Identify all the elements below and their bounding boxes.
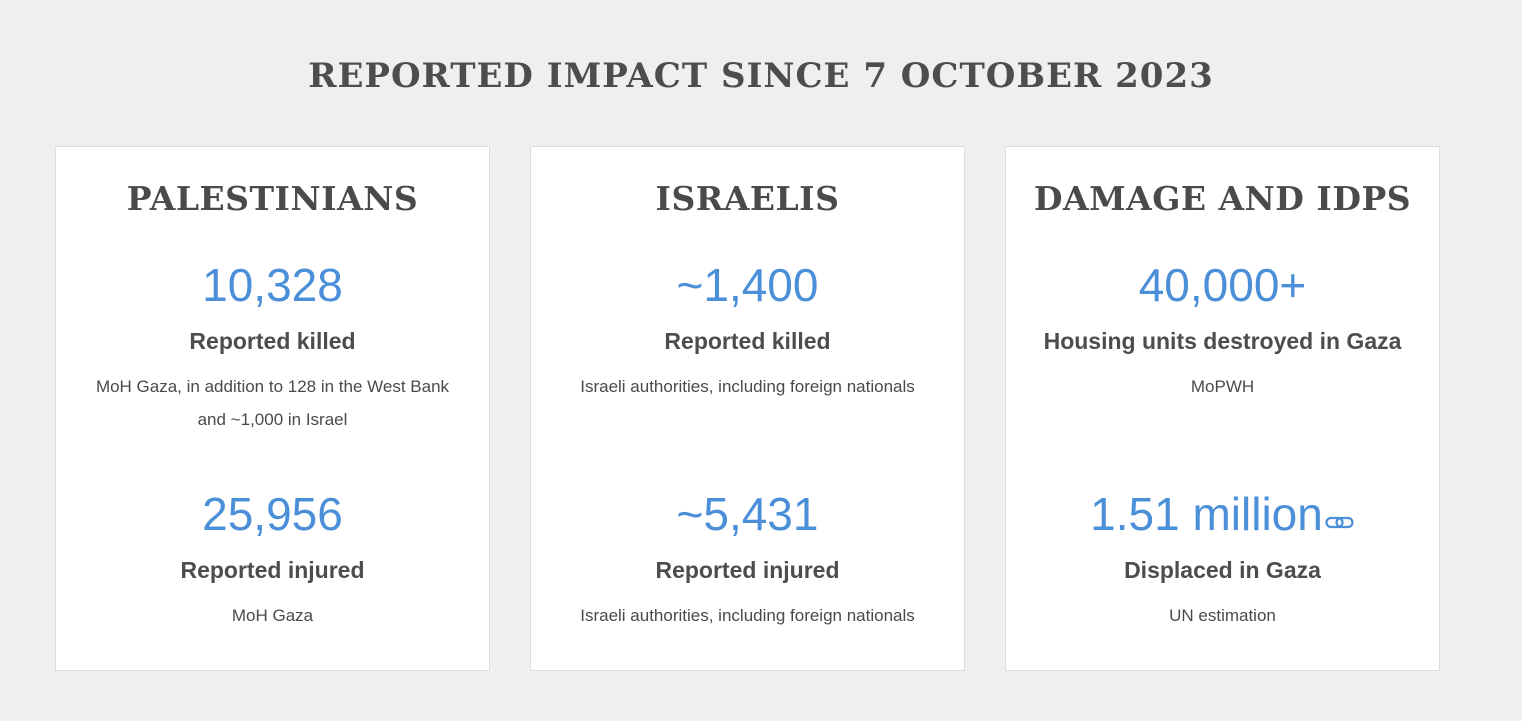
stat-label: Displaced in Gaza [1124, 557, 1321, 583]
stat-killed: ~1,400 Reported killed Israeli authoriti… [531, 255, 964, 403]
card-heading: ISRAELIS [655, 179, 840, 218]
stat-injured: 25,956 Reported injured MoH Gaza [56, 484, 489, 632]
stat-label: Reported killed [664, 328, 831, 354]
card-damage-and-idps: DAMAGE AND IDPS 40,000+ Housing units de… [1005, 146, 1440, 671]
stat-source: Israeli authorities, including foreign n… [580, 606, 915, 625]
stat-value: 25,956 [202, 488, 343, 540]
stat-label: Reported killed [189, 328, 356, 354]
card-palestinians: PALESTINIANS 10,328 Reported killed MoH … [55, 146, 490, 671]
page-title: REPORTED IMPACT SINCE 7 OCTOBER 2023 [308, 56, 1214, 96]
stat-housing-destroyed: 40,000+ Housing units destroyed in Gaza … [1006, 255, 1439, 403]
stat-label: Housing units destroyed in Gaza [1043, 328, 1402, 354]
stat-value: 1.51 million [1090, 488, 1323, 540]
link-icon[interactable] [1325, 484, 1355, 544]
stat-source: UN estimation [1169, 606, 1276, 625]
stat-source: Israeli authorities, including foreign n… [580, 377, 915, 396]
stat-value: 40,000+ [1138, 259, 1307, 311]
stat-displaced: 1.51 million Displaced in Gaza UN estima… [1006, 484, 1439, 632]
stat-value: 10,328 [202, 259, 343, 311]
stat-injured: ~5,431 Reported injured Israeli authorit… [531, 484, 964, 632]
stat-source: MoH Gaza [231, 606, 314, 625]
stat-source: MoPWH [1190, 377, 1255, 396]
stat-source: MoH Gaza, in addition to 128 in the West… [95, 377, 450, 429]
stat-value: ~5,431 [676, 488, 819, 540]
card-israelis: ISRAELIS ~1,400 Reported killed Israeli … [530, 146, 965, 671]
stat-value-wrap: 1.51 million [1006, 484, 1439, 544]
stat-label: Reported injured [180, 557, 365, 583]
impact-cards: PALESTINIANS 10,328 Reported killed MoH … [55, 146, 1442, 673]
stat-killed: 10,328 Reported killed MoH Gaza, in addi… [56, 255, 489, 436]
card-heading: DAMAGE AND IDPS [1033, 179, 1412, 218]
card-heading: PALESTINIANS [126, 179, 419, 218]
stat-value: ~1,400 [676, 259, 819, 311]
stat-label: Reported injured [655, 557, 840, 583]
